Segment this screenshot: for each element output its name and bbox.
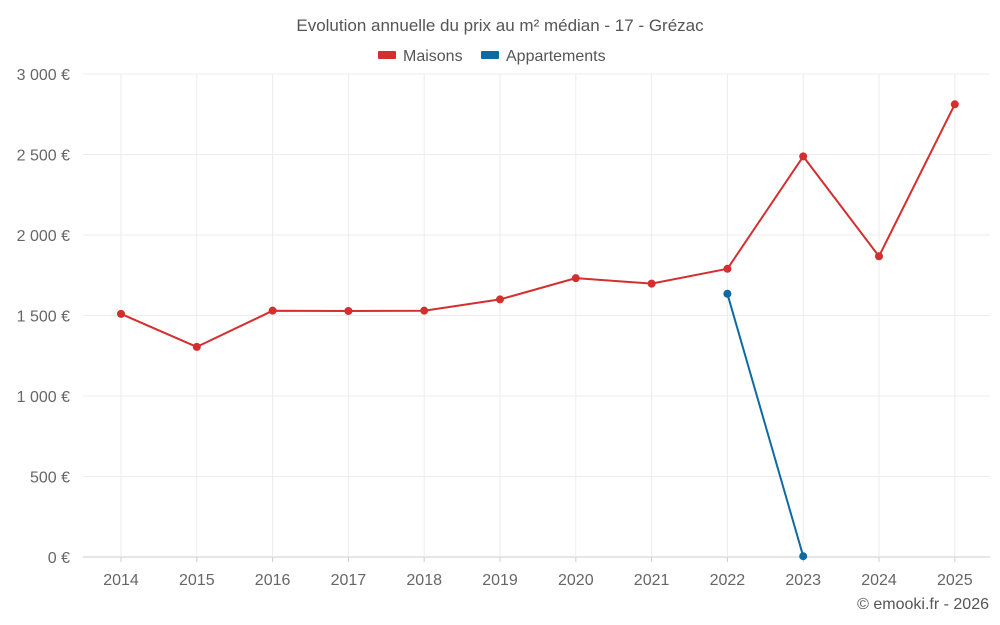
- legend-label-maisons: Maisons: [403, 48, 463, 65]
- y-tick-label: 3 000 €: [17, 67, 70, 84]
- x-tick-label: 2015: [179, 572, 215, 589]
- x-tick-label: 2025: [937, 572, 973, 589]
- data-point-maisons-2022[interactable]: [723, 264, 732, 273]
- data-point-maisons-2021[interactable]: [647, 279, 656, 288]
- legend-label-appartements: Appartements: [506, 48, 606, 65]
- data-point-maisons-2018[interactable]: [420, 306, 429, 315]
- x-tick-label: 2016: [255, 572, 291, 589]
- x-tick-label: 2023: [785, 572, 821, 589]
- series-line-appartements: [726, 293, 805, 557]
- grid: [83, 73, 990, 558]
- data-point-maisons-2019[interactable]: [496, 295, 504, 304]
- legend-item-appartements[interactable]: Appartements: [481, 48, 606, 65]
- legend: Maisons Appartements: [378, 48, 606, 65]
- data-point-maisons-2024[interactable]: [875, 252, 883, 261]
- data-point-maisons-2017[interactable]: [344, 306, 353, 315]
- x-tick-label: 2018: [406, 572, 442, 589]
- y-tick-label: 1 000 €: [17, 389, 70, 406]
- data-point-appartements-2023[interactable]: [799, 552, 808, 561]
- legend-swatch-appartements: [481, 51, 499, 59]
- y-tick-label: 1 500 €: [17, 309, 70, 326]
- y-tick-label: 2 000 €: [17, 228, 70, 245]
- data-point-maisons-2020[interactable]: [571, 274, 580, 283]
- y-axis: 0 € 500 € 1 000 € 1 500 € 2 000 € 2 500 € 3 00…: [17, 67, 70, 567]
- credit-text: © emooki.fr - 2026: [857, 596, 989, 613]
- y-tick-label: 500 €: [30, 470, 70, 487]
- x-axis: 2014 2015 2016 2017 2018 2019 2020 2021 2022 2023…: [103, 557, 973, 589]
- data-point-appartements-2022[interactable]: [723, 289, 732, 298]
- y-tick-label: 2 500 €: [17, 148, 70, 165]
- plot-area: [117, 100, 959, 561]
- x-tick-label: 2020: [558, 572, 594, 589]
- legend-item-maisons[interactable]: Maisons: [378, 48, 463, 65]
- x-tick-label: 2019: [482, 572, 518, 589]
- series-line-maisons: [120, 103, 956, 348]
- x-tick-label: 2022: [710, 572, 746, 589]
- data-point-maisons-2016[interactable]: [268, 306, 277, 315]
- data-point-maisons-2025[interactable]: [950, 100, 959, 109]
- y-tick-label: 0 €: [48, 550, 70, 567]
- x-tick-label: 2017: [331, 572, 367, 589]
- x-tick-label: 2024: [861, 572, 897, 589]
- chart-title: Evolution annuelle du prix au m² médian …: [296, 16, 704, 35]
- data-point-maisons-2015[interactable]: [192, 342, 201, 351]
- legend-swatch-maisons: [378, 51, 396, 59]
- x-tick-label: 2014: [103, 572, 139, 589]
- x-tick-label: 2021: [634, 572, 670, 589]
- data-point-maisons-2014[interactable]: [117, 309, 125, 318]
- data-point-maisons-2023[interactable]: [799, 152, 808, 161]
